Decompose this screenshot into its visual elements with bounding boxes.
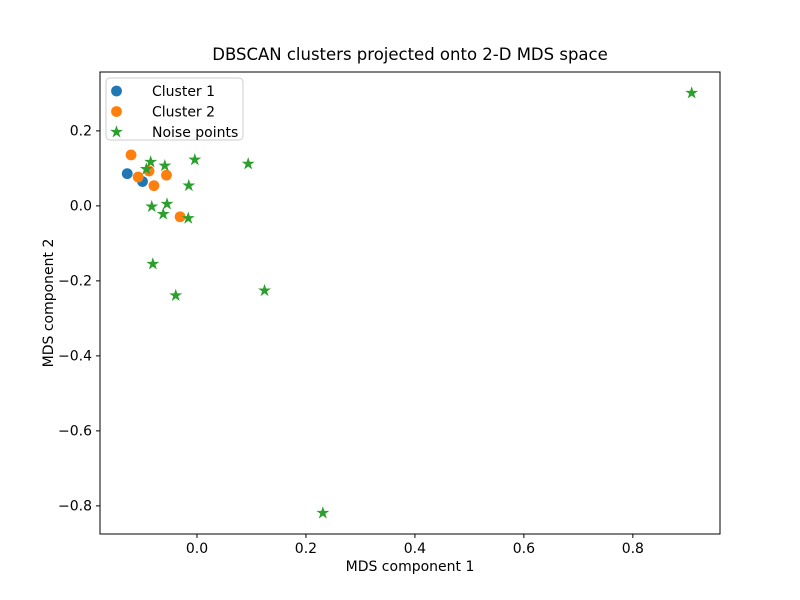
chart-title: DBSCAN clusters projected onto 2-D MDS s…: [212, 45, 608, 64]
legend-label: Cluster 1: [152, 84, 215, 100]
data-point-cluster-1: [121, 168, 133, 180]
data-point-noise-points: [160, 197, 174, 210]
legend-item-cluster-1: Cluster 1: [111, 84, 215, 100]
data-point-noise-points: [188, 152, 202, 166]
legend-circle-icon: [111, 85, 122, 97]
legend-star-icon: [110, 125, 123, 138]
legend-label: Noise points: [152, 125, 238, 141]
y-tick-label: −0.8: [58, 499, 92, 515]
legend-label: Cluster 2: [152, 105, 215, 121]
y-tick-label: −0.2: [58, 274, 92, 290]
x-tick-label: 0.0: [186, 541, 208, 557]
plot-border: [99, 71, 721, 535]
legend-item-cluster-2: Cluster 2: [111, 105, 215, 121]
data-point-noise-points: [146, 257, 160, 270]
y-tick-label: 0.2: [70, 124, 92, 140]
legend: Cluster 1 Cluster 2 Noise points: [105, 77, 244, 141]
x-tick-label: 0.6: [513, 541, 535, 557]
data-point-noise-points: [156, 207, 170, 220]
data-point-noise-points: [169, 288, 183, 301]
data-point-noise-points: [316, 506, 330, 519]
data-point-noise-points: [144, 155, 158, 168]
data-point-noise-points: [139, 162, 153, 175]
y-tick-label: 0.0: [70, 199, 92, 215]
x-tick-label: 0.4: [404, 541, 426, 557]
data-point-cluster-2: [161, 169, 172, 181]
data-point-cluster-2: [125, 149, 137, 161]
x-axis-label: MDS component 1: [345, 559, 475, 575]
legend-circle-icon: [111, 106, 122, 117]
legend-item-noise-points: Noise points: [110, 125, 238, 141]
data-point-noise-points: [145, 199, 159, 213]
legend-box: [105, 77, 244, 141]
series-noise-points: [139, 86, 699, 519]
data-point-noise-points: [158, 158, 172, 172]
x-tick-label: 0.8: [622, 541, 644, 557]
y-tick-label: −0.4: [58, 349, 92, 365]
data-point-noise-points: [241, 157, 255, 170]
x-tick-label: 0.2: [295, 541, 317, 557]
data-point-noise-points: [182, 178, 196, 192]
y-tick-label: −0.6: [58, 424, 92, 440]
data-point-cluster-2: [148, 180, 160, 192]
data-point-noise-points: [181, 211, 195, 224]
data-point-noise-points: [685, 86, 699, 99]
data-point-noise-points: [258, 283, 271, 297]
data-point-cluster-2: [132, 171, 144, 183]
data-point-cluster-2: [174, 211, 186, 223]
